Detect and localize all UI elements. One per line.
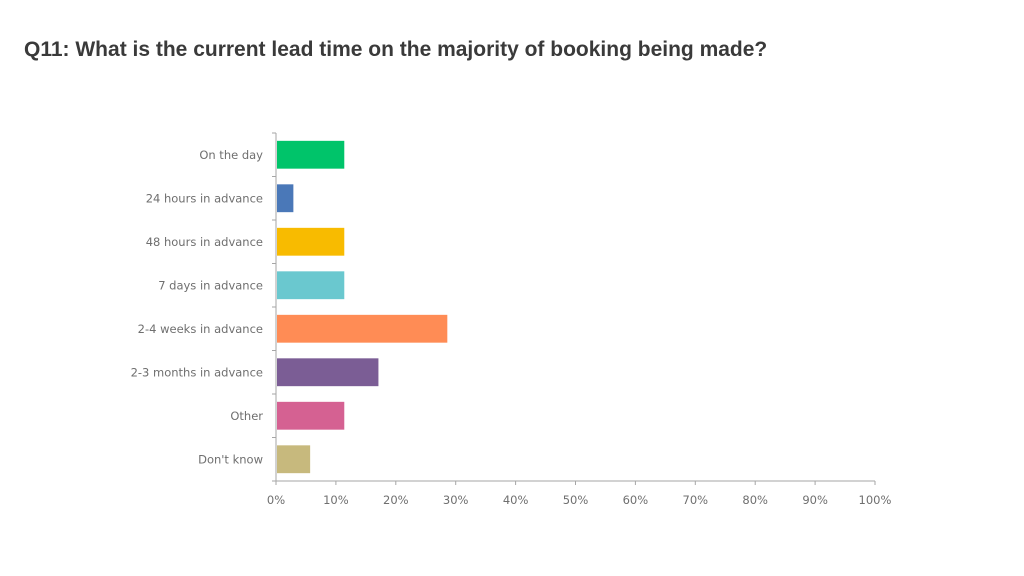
category-label: 2-4 weeks in advance: [138, 322, 263, 336]
bar: [277, 140, 345, 169]
x-tick-label: 90%: [802, 493, 828, 507]
x-tick-label: 30%: [443, 493, 469, 507]
category-label: 24 hours in advance: [146, 191, 263, 205]
bar: [277, 227, 345, 256]
x-tick-label: 60%: [623, 493, 649, 507]
category-label: 48 hours in advance: [146, 235, 263, 249]
x-tick-label: 70%: [683, 493, 709, 507]
x-tick-label: 40%: [503, 493, 529, 507]
x-tick-label: 100%: [859, 493, 892, 507]
category-label: Other: [230, 409, 263, 423]
x-tick-label: 0%: [267, 493, 285, 507]
category-label: 7 days in advance: [158, 278, 263, 292]
x-tick-label: 20%: [383, 493, 409, 507]
bar: [277, 358, 379, 387]
category-label: On the day: [199, 148, 263, 162]
x-tick-label: 10%: [323, 493, 349, 507]
bar: [277, 401, 345, 430]
x-tick-label: 50%: [563, 493, 589, 507]
category-label: 2-3 months in advance: [131, 365, 263, 379]
x-tick-label: 80%: [742, 493, 768, 507]
bar: [277, 184, 294, 213]
category-label: Don't know: [198, 452, 263, 466]
bar: [277, 314, 448, 343]
page-title: Q11: What is the current lead time on th…: [24, 38, 768, 61]
bar: [277, 271, 345, 300]
bar: [277, 445, 311, 474]
